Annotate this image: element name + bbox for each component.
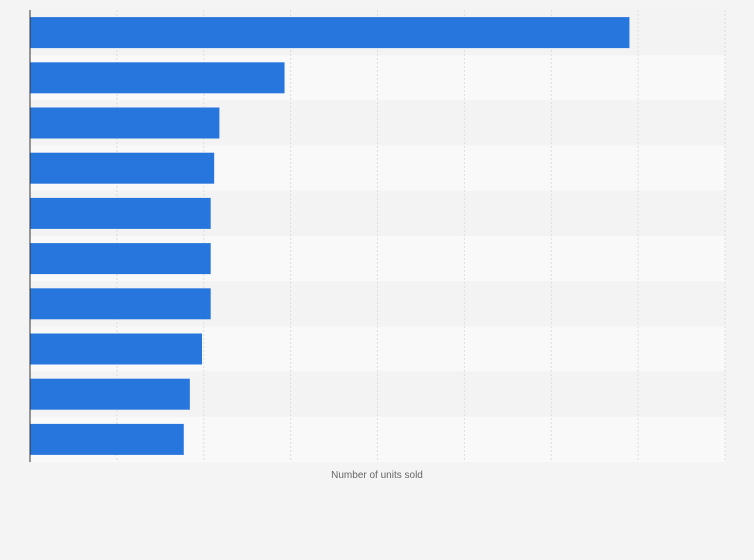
bars: [30, 17, 630, 455]
bar[interactable]: [30, 243, 211, 275]
bar[interactable]: [30, 333, 203, 365]
bar[interactable]: [30, 107, 220, 139]
bar[interactable]: [30, 197, 211, 229]
bar[interactable]: [30, 62, 285, 94]
bar[interactable]: [30, 17, 630, 49]
bar[interactable]: [30, 378, 190, 410]
bar[interactable]: [30, 423, 184, 455]
bar[interactable]: [30, 152, 215, 184]
bar[interactable]: [30, 288, 211, 320]
x-axis-label: Number of units sold: [331, 470, 423, 481]
